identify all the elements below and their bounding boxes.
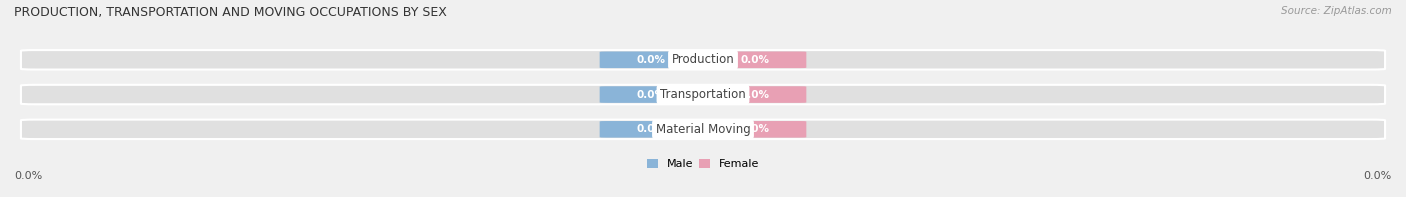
FancyBboxPatch shape bbox=[21, 50, 1385, 70]
Text: Production: Production bbox=[672, 53, 734, 66]
Text: 0.0%: 0.0% bbox=[637, 55, 666, 65]
FancyBboxPatch shape bbox=[703, 121, 807, 138]
Text: 0.0%: 0.0% bbox=[637, 90, 666, 99]
Text: Source: ZipAtlas.com: Source: ZipAtlas.com bbox=[1281, 6, 1392, 16]
FancyBboxPatch shape bbox=[21, 120, 1385, 139]
Text: 0.0%: 0.0% bbox=[14, 171, 42, 181]
FancyBboxPatch shape bbox=[703, 86, 807, 103]
Text: 0.0%: 0.0% bbox=[1364, 171, 1392, 181]
Text: 0.0%: 0.0% bbox=[740, 90, 769, 99]
FancyBboxPatch shape bbox=[21, 85, 1385, 104]
Text: 0.0%: 0.0% bbox=[740, 124, 769, 134]
Text: 0.0%: 0.0% bbox=[740, 55, 769, 65]
FancyBboxPatch shape bbox=[703, 51, 807, 68]
Legend: Male, Female: Male, Female bbox=[647, 159, 759, 169]
FancyBboxPatch shape bbox=[599, 51, 703, 68]
FancyBboxPatch shape bbox=[599, 121, 703, 138]
Text: Transportation: Transportation bbox=[661, 88, 745, 101]
Text: PRODUCTION, TRANSPORTATION AND MOVING OCCUPATIONS BY SEX: PRODUCTION, TRANSPORTATION AND MOVING OC… bbox=[14, 6, 447, 19]
Text: 0.0%: 0.0% bbox=[637, 124, 666, 134]
Text: Material Moving: Material Moving bbox=[655, 123, 751, 136]
FancyBboxPatch shape bbox=[599, 86, 703, 103]
